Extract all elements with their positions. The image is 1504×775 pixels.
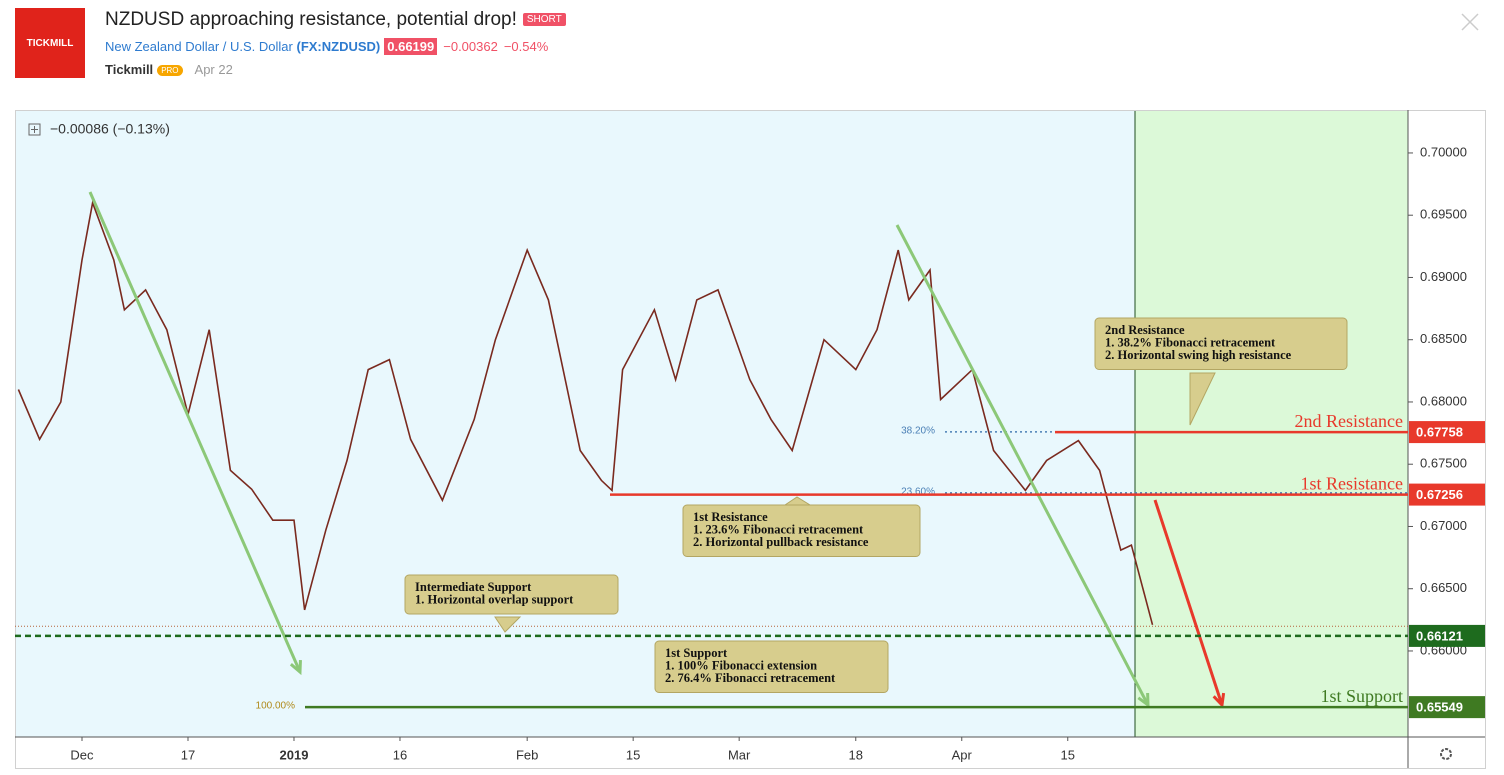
x-tick-label: Feb <box>516 747 538 762</box>
arrow-head <box>1137 692 1150 709</box>
x-tick-label: 16 <box>393 747 407 762</box>
y-tick-label: 0.66500 <box>1420 580 1467 595</box>
annotation-box <box>404 574 619 615</box>
legend-change: −0.00086 (−0.13%) <box>50 121 170 137</box>
y-tick-label: 0.68500 <box>1420 331 1467 346</box>
author-line: Tickmill PRO Apr 22 <box>105 62 233 77</box>
annotation-text: 2. Horizontal swing high resistance <box>1105 348 1292 362</box>
price-tag-label: 0.67256 <box>1416 487 1463 502</box>
short-tag: SHORT <box>522 13 566 27</box>
annotation-text: 1. Horizontal overlap support <box>415 592 574 606</box>
settings-icon[interactable] <box>1440 748 1452 760</box>
trend-arrow <box>1153 499 1224 706</box>
y-tick-label: 0.67500 <box>1420 456 1467 471</box>
level-name: 1st Support <box>1320 686 1403 706</box>
x-tick-label: Dec <box>70 747 94 762</box>
forecast-zone <box>1135 110 1408 737</box>
x-tick-label: 17 <box>181 747 195 762</box>
level-name: 1st Resistance <box>1301 474 1403 494</box>
fib-label: 23.60% <box>901 486 935 497</box>
x-tick-label: Mar <box>728 747 751 762</box>
y-tick-label: 0.69500 <box>1420 207 1467 222</box>
logo: TICKMILL <box>15 8 85 78</box>
arrow-head <box>1212 692 1226 709</box>
annotation-text: 1. 100% Fibonacci extension <box>665 658 817 672</box>
idea-title: NZDUSD approaching resistance, potential… <box>105 9 566 31</box>
pro-badge: PRO <box>157 65 183 77</box>
annotation-box <box>654 640 889 693</box>
annotation-text: 1. 23.6% Fibonacci retracement <box>693 522 864 536</box>
x-tick-label: Apr <box>952 747 973 762</box>
annotation-pointer <box>783 496 812 506</box>
symbol-name[interactable]: New Zealand Dollar / U.S. Dollar <box>105 39 293 54</box>
x-tick-label: 2019 <box>280 747 309 762</box>
frame <box>15 110 1486 769</box>
expand-icon-plus <box>31 126 38 133</box>
price-tag <box>1409 483 1485 506</box>
annotation-pointer <box>1189 372 1216 426</box>
annotation-box <box>1094 317 1348 370</box>
price-tag <box>1409 624 1485 647</box>
trend-arrow <box>895 224 1150 706</box>
change-pct: −0.54% <box>503 39 549 54</box>
price-tag-label: 0.66121 <box>1416 628 1463 643</box>
y-tick-label: 0.69000 <box>1420 269 1467 284</box>
y-tick-label: 0.68000 <box>1420 393 1467 408</box>
annotation-text: 1st Support <box>665 646 728 660</box>
annotation-text: 2. 76.4% Fibonacci retracement <box>665 671 836 685</box>
x-tick-label: 18 <box>849 747 863 762</box>
fib-label: 38.20% <box>901 425 935 436</box>
price-line <box>17 199 1154 626</box>
level-name: 2nd Resistance <box>1295 411 1403 431</box>
price-tag-label: 0.67758 <box>1416 425 1463 440</box>
price-tag-label: 0.65549 <box>1416 700 1463 715</box>
annotation-text: Intermediate Support <box>415 580 532 594</box>
expand-icon[interactable] <box>28 123 41 136</box>
annotation-text: 2nd Resistance <box>1105 323 1185 337</box>
close-button[interactable] <box>1461 13 1479 31</box>
x-tick-label: 15 <box>1061 747 1075 762</box>
date: Apr 22 <box>194 62 233 77</box>
change: −0.00362 <box>443 39 498 54</box>
ticker[interactable]: (FX:NZDUSD) <box>296 39 381 54</box>
annotation-text: 2. Horizontal pullback resistance <box>693 535 869 549</box>
trend-arrow <box>88 191 302 673</box>
author[interactable]: Tickmill <box>105 62 154 77</box>
annotation-pointer <box>494 616 522 633</box>
price: 0.66199 <box>384 38 438 55</box>
annotation-text: 1. 38.2% Fibonacci retracement <box>1105 335 1276 349</box>
symbol-line: New Zealand Dollar / U.S. Dollar (FX:NZD… <box>105 38 549 55</box>
y-tick-label: 0.67000 <box>1420 518 1467 533</box>
fib-label: 100.00% <box>256 701 296 712</box>
title-text: NZDUSD approaching resistance, potential… <box>105 9 517 30</box>
x-tick-label: 15 <box>626 747 640 762</box>
annotation-text: 1st Resistance <box>693 510 768 524</box>
price-tag <box>1409 696 1485 719</box>
arrow-head <box>289 659 302 676</box>
price-tag <box>1409 421 1485 444</box>
y-tick-label: 0.70000 <box>1420 144 1467 159</box>
